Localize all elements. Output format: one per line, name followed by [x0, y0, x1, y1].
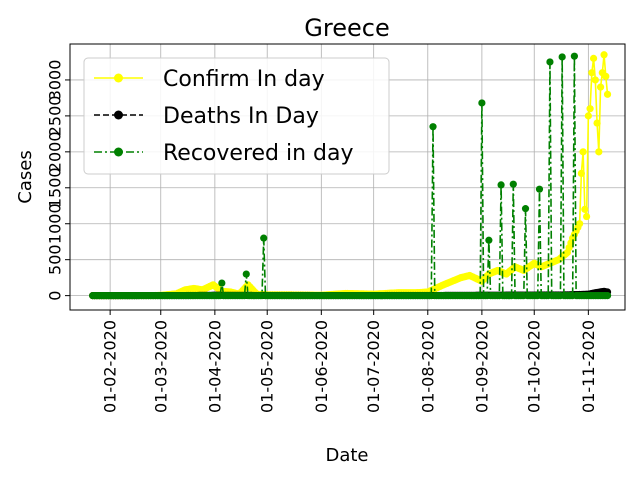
y-tick-label: 1000: [46, 203, 65, 244]
data-point: [429, 123, 437, 131]
plot-frame: [69, 43, 626, 311]
data-point: [596, 83, 605, 91]
data-point: [485, 236, 493, 244]
y-tick-label: 0: [46, 291, 65, 301]
x-tick-label: 01-04-2020: [205, 320, 224, 413]
y-tick-label: 1500: [46, 167, 65, 208]
legend-marker: [114, 110, 123, 120]
data-point: [576, 220, 584, 228]
x-tick-label: 01-07-2020: [364, 320, 383, 413]
data-point: [242, 270, 250, 278]
x-tick-label: 01-08-2020: [418, 320, 437, 413]
data-point: [260, 234, 268, 242]
series-layer: [89, 51, 612, 300]
data-point: [591, 76, 599, 84]
y-tick-label: 2500: [46, 96, 65, 137]
legend: Confirm In day Deaths In Day Recovered in …: [83, 57, 390, 175]
y-axis-title: Cases: [15, 150, 36, 203]
data-point: [600, 51, 608, 59]
x-tick-label: 01-09-2020: [472, 320, 491, 413]
legend-label: Confirm In day: [163, 67, 325, 92]
data-point: [521, 205, 530, 213]
data-point: [602, 72, 610, 80]
data-point: [577, 169, 585, 178]
data-point: [584, 112, 592, 120]
data-point: [589, 54, 598, 62]
data-point: [579, 148, 587, 156]
y-tick-label: 3000: [46, 60, 65, 101]
data-point: [595, 148, 603, 156]
data-point: [583, 212, 591, 221]
x-tick-label: 01-05-2020: [258, 320, 277, 413]
x-tick-label: 01-06-2020: [312, 320, 331, 413]
data-point: [509, 180, 517, 188]
chart-title: Greece: [304, 14, 389, 42]
y-tick-label: 500: [46, 244, 65, 275]
data-point: [478, 99, 486, 107]
x-tick-label: 01-03-2020: [151, 320, 170, 413]
x-axis-title: Date: [325, 445, 368, 466]
x-tick-label: 01-10-2020: [525, 320, 544, 413]
data-point: [218, 279, 226, 287]
data-point: [603, 292, 612, 300]
x-tick-label: 01-11-2020: [579, 320, 598, 413]
y-tick-label: 2000: [46, 131, 65, 172]
data-point: [558, 53, 566, 61]
x-tick-label: 01-02-2020: [101, 320, 120, 413]
data-point: [593, 119, 601, 127]
data-point: [497, 181, 505, 189]
legend-label: Deaths In Day: [163, 104, 319, 129]
data-point: [535, 185, 544, 193]
x-axis: 01-02-2020 01-03-2020 01-04-2020 01-05-2020…: [101, 310, 598, 413]
data-point: [586, 105, 594, 113]
legend-box: [83, 57, 390, 175]
legend-marker: [114, 73, 123, 83]
legend-label: Recovered in day: [163, 141, 354, 166]
legend-marker: [114, 147, 123, 157]
data-point: [546, 58, 554, 66]
data-point: [588, 69, 596, 77]
data-point: [570, 52, 578, 60]
series-recovered-in-day: [89, 52, 612, 300]
data-point: [581, 205, 589, 213]
data-point: [603, 90, 612, 98]
